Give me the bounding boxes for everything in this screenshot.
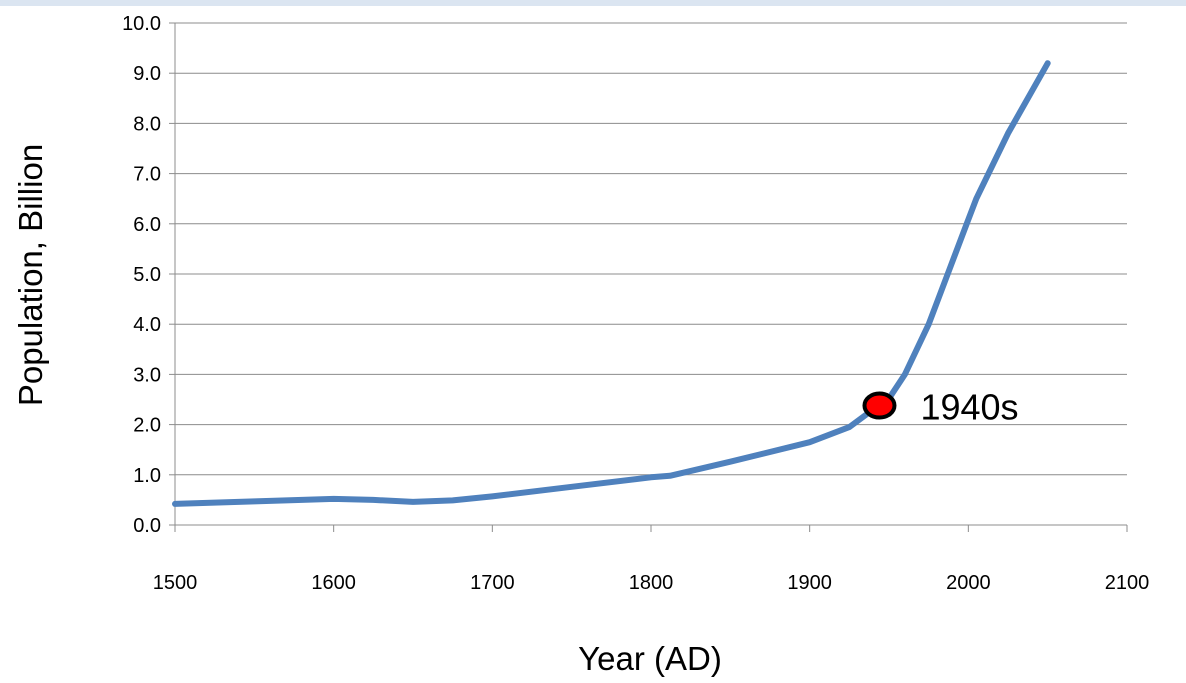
- y-tick-label: 10.0: [122, 13, 161, 35]
- x-tick-label: 1700: [470, 572, 515, 594]
- y-tick-label: 9.0: [133, 63, 161, 85]
- x-tick-label: 2100: [1105, 572, 1150, 594]
- y-tick-label: 0.0: [133, 515, 161, 537]
- annotation-label: 1940s: [920, 387, 1018, 428]
- x-tick-label: 1500: [153, 572, 198, 594]
- annotation-marker: [862, 391, 897, 420]
- y-tick-label: 7.0: [133, 164, 161, 186]
- x-tick-label: 1800: [629, 572, 674, 594]
- y-axis-title: Population, Billion: [12, 144, 49, 406]
- annotations: 1940s: [862, 387, 1019, 428]
- y-tick-label: 3.0: [133, 364, 161, 386]
- x-tick-label: 1600: [311, 572, 356, 594]
- gridlines: [175, 22, 1127, 476]
- y-tick-label: 2.0: [133, 415, 161, 437]
- y-tick-label: 1.0: [133, 465, 161, 487]
- x-tick-label: 1900: [787, 572, 832, 594]
- y-tick-label: 4.0: [133, 314, 161, 336]
- population-series-line: [172, 60, 1051, 507]
- axes: [169, 22, 1128, 532]
- y-tick-label: 6.0: [133, 214, 161, 236]
- x-axis-title: Year (AD): [578, 640, 722, 677]
- tick-labels: 0.0 1.0 2.0 3.0 4.0 5.0 6.0 7.0 8.0 9.0 10.0 1500 16…: [122, 13, 1149, 594]
- series-layer: [172, 60, 1051, 507]
- y-tick-label: 5.0: [133, 264, 161, 286]
- top-border-strip: [0, 0, 1186, 6]
- x-tick-label: 2000: [946, 572, 991, 594]
- y-tick-label: 8.0: [133, 113, 161, 135]
